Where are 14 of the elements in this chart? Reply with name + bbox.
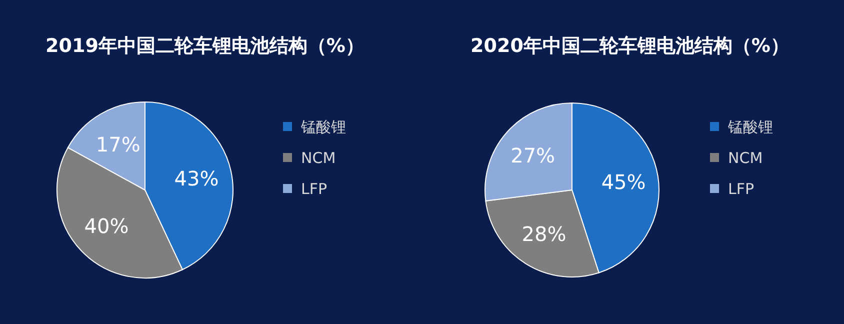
legend-label: LFP <box>301 180 328 198</box>
legend-label: LFP <box>728 180 754 198</box>
data-label: 43% <box>174 166 219 190</box>
data-label: 45% <box>601 170 646 194</box>
legend-label: 锰酸锂 <box>300 118 346 136</box>
data-label: 17% <box>96 132 140 157</box>
chart-title: 2020年中国二轮车锂电池结构（%） <box>470 35 790 57</box>
legend-label: NCM <box>301 149 336 167</box>
data-label: 27% <box>510 143 556 168</box>
data-label: 40% <box>84 214 129 238</box>
legend-label: 锰酸锂 <box>727 118 773 136</box>
chart-title: 2019年中国二轮车锂电池结构（%） <box>46 35 364 57</box>
data-label: 28% <box>522 222 566 246</box>
legend-label: NCM <box>728 149 763 167</box>
